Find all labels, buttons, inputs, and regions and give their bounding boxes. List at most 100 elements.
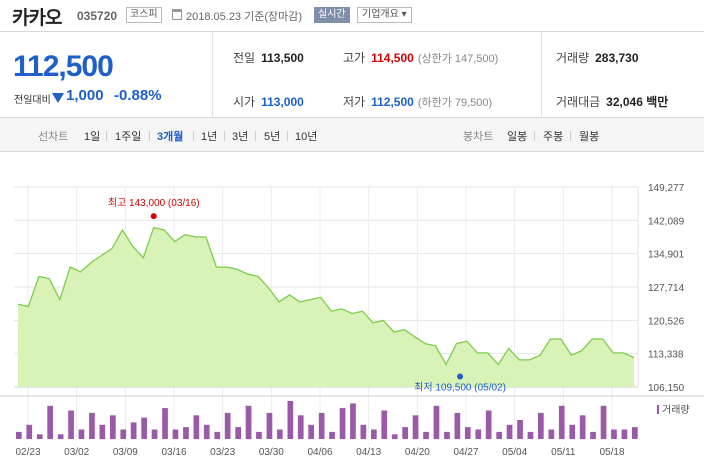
volume-bar xyxy=(245,405,252,440)
volume-bar xyxy=(318,412,325,439)
x-tick-label: 04/20 xyxy=(405,447,430,458)
volume-bar xyxy=(381,410,388,439)
volume-bar xyxy=(485,410,492,439)
volume-bar xyxy=(99,424,106,440)
stock-name: 카카오 xyxy=(12,8,62,29)
day-high: 고가 114,500 (상한가 147,500) xyxy=(343,49,498,66)
volume-bar xyxy=(78,429,85,439)
volume-bar xyxy=(548,429,555,439)
volume-bar xyxy=(172,429,179,439)
volume-bar xyxy=(329,431,335,439)
period-5y[interactable]: 5년 xyxy=(264,131,281,143)
volume-bar xyxy=(47,405,53,440)
volume-bar xyxy=(569,424,576,440)
volume-label: 거래량 xyxy=(556,51,590,65)
x-tick-label: 05/18 xyxy=(599,447,624,458)
volume-bar xyxy=(141,417,147,439)
low-annotation: 최저 109,500 (05/02) xyxy=(414,381,506,393)
period-10y[interactable]: 10년 xyxy=(295,131,318,143)
vs-prev-label: 전일대비 xyxy=(14,95,51,106)
volume-bar xyxy=(444,431,450,439)
stock-header: 카카오 035720 코스피 2018.05.23 기준(장마감) 실시간 기업… xyxy=(0,0,704,31)
volume-bar xyxy=(621,429,628,439)
volume-bar xyxy=(433,405,440,440)
low-label: 저가 xyxy=(343,95,366,109)
volume-bar xyxy=(308,424,314,440)
volume-bar xyxy=(36,434,43,440)
line-chart-label: 선차트 xyxy=(38,131,69,143)
volume-bar xyxy=(89,412,95,439)
volume-legend-label: 거래량 xyxy=(662,404,690,416)
calendar-icon xyxy=(172,9,182,20)
stock-code: 035720 xyxy=(77,9,118,23)
volume-bar xyxy=(297,415,304,440)
candle-monthly[interactable]: 월봉 xyxy=(579,131,600,143)
period-3m[interactable]: 3개월 xyxy=(157,131,184,143)
company-overview-dropdown[interactable]: 기업개요 ▾ xyxy=(357,7,412,23)
volume-bar xyxy=(235,427,241,439)
market-badge: 코스피 xyxy=(126,7,162,23)
x-tick-label: 03/16 xyxy=(161,447,186,458)
volume-bar xyxy=(203,424,210,440)
y-tick-label: 120,526 xyxy=(648,316,685,327)
divider xyxy=(541,32,542,118)
x-tick-label: 03/23 xyxy=(210,447,235,458)
price-chart-svg: 149,277 142,089 134,901 127,714 120,526 113,3… xyxy=(0,183,704,458)
realtime-button[interactable]: 실시간 xyxy=(314,7,350,23)
volume-bar xyxy=(527,431,534,439)
low-value: 112,500 xyxy=(371,95,414,109)
volume-bar xyxy=(256,431,262,439)
base-date: 2018.05.23 기준(장마감) xyxy=(186,11,303,23)
volume-bar xyxy=(454,412,461,439)
divider xyxy=(224,131,225,141)
volume: 거래량 283,730 xyxy=(556,49,639,66)
x-tick-label: 03/02 xyxy=(64,447,89,458)
divider xyxy=(287,131,288,141)
open-label: 시가 xyxy=(233,95,256,109)
price-chart: 149,277 142,089 134,901 127,714 120,526 113,3… xyxy=(0,160,704,460)
prev-close: 전일 113,500 xyxy=(233,49,304,66)
y-tick-label: 127,714 xyxy=(648,283,685,294)
volume-bar xyxy=(600,405,607,440)
x-tick-label: 04/06 xyxy=(307,447,332,458)
price-line xyxy=(17,226,635,366)
volume-bar xyxy=(183,427,189,439)
prev-close-label: 전일 xyxy=(233,51,256,65)
period-3y[interactable]: 3년 xyxy=(232,131,249,143)
price-change: 1,000 xyxy=(66,87,104,104)
trade-amount: 거래대금 32,046 백만 xyxy=(556,93,668,110)
volume-bar xyxy=(360,424,367,440)
volume-bar xyxy=(224,412,231,439)
volume-bar xyxy=(151,429,158,439)
amount-label: 거래대금 xyxy=(556,95,601,109)
prev-close-value: 113,500 xyxy=(261,51,304,65)
volume-bar xyxy=(287,401,294,439)
high-label: 고가 xyxy=(343,51,366,65)
upper-limit: (상한가 147,500) xyxy=(417,53,499,65)
y-tick-label: 134,901 xyxy=(648,250,685,261)
x-tick-label: 04/13 xyxy=(356,447,381,458)
volume-bar xyxy=(579,415,586,440)
volume-bar xyxy=(391,434,398,440)
current-price: 112,500 xyxy=(13,50,114,83)
y-tick-label: 142,089 xyxy=(648,216,685,227)
volume-bar xyxy=(590,431,596,439)
volume-bar xyxy=(16,431,22,439)
candle-daily[interactable]: 일봉 xyxy=(507,131,528,143)
divider xyxy=(570,131,571,141)
volume-bar xyxy=(57,434,64,440)
volume-bar xyxy=(611,429,617,439)
period-1w[interactable]: 1주일 xyxy=(115,131,142,143)
y-tick-label: 113,338 xyxy=(648,350,684,361)
volume-bar xyxy=(130,422,137,439)
period-1y[interactable]: 1년 xyxy=(201,131,218,143)
candle-weekly[interactable]: 주봉 xyxy=(543,131,564,143)
high-value: 114,500 xyxy=(371,51,414,65)
y-tick-label: 106,150 xyxy=(648,383,685,394)
period-1d[interactable]: 1일 xyxy=(84,131,101,143)
divider xyxy=(534,131,535,141)
volume-bar xyxy=(120,429,127,439)
x-tick-label: 03/30 xyxy=(259,447,284,458)
volume-bar xyxy=(193,415,200,440)
day-low: 저가 112,500 (하한가 79,500) xyxy=(343,93,492,110)
